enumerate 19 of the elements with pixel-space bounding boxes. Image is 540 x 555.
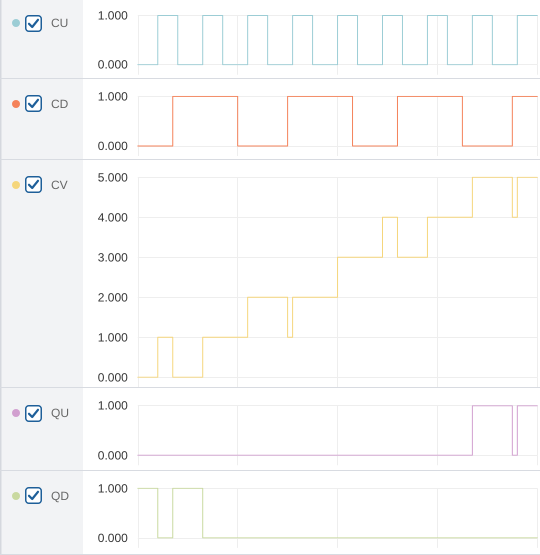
y-tick-label: 1.000 (98, 330, 128, 344)
text: QU (51, 405, 69, 422)
y-tick-label: 1.000 (98, 398, 128, 413)
y-tick-label: 1.000 (98, 89, 128, 104)
y-tick-label: 0.000 (98, 448, 128, 462)
text: CD (51, 96, 68, 112)
y-tick-label: 0.000 (98, 530, 128, 545)
y-tick-label: 1.000 (98, 481, 128, 496)
y-tick-label: 0.000 (98, 58, 128, 72)
y-tick-label: 3.000 (98, 250, 128, 264)
text: QD (51, 488, 69, 504)
y-tick-label: 5.000 (98, 170, 128, 184)
text: CU (51, 15, 68, 31)
y-tick-label: 0.000 (98, 370, 128, 384)
y-tick-label: 4.000 (98, 210, 128, 224)
text: CV (51, 176, 68, 193)
y-tick-label: 2.000 (98, 290, 128, 304)
y-tick-label: 1.000 (98, 8, 128, 22)
y-tick-label: 0.000 (98, 139, 128, 153)
